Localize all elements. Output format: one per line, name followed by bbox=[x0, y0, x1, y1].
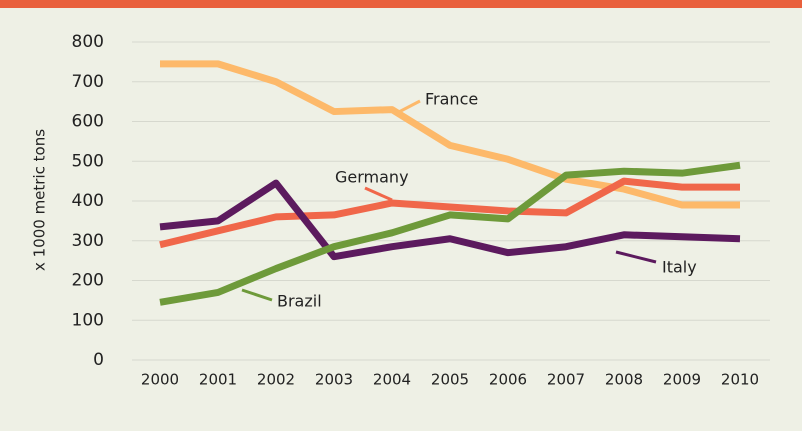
series-label: Brazil bbox=[277, 292, 322, 311]
top-bar bbox=[0, 0, 802, 8]
x-tick-label: 2010 bbox=[721, 371, 759, 389]
y-tick-label: 200 bbox=[72, 271, 104, 291]
series-label: France bbox=[425, 90, 478, 109]
y-tick-label: 400 bbox=[72, 191, 104, 211]
x-tick-label: 2003 bbox=[315, 371, 353, 389]
series-line bbox=[159, 161, 741, 306]
x-tick-label: 2004 bbox=[373, 371, 411, 389]
series-label: Germany bbox=[335, 168, 409, 187]
y-axis-label: x 1000 metric tons bbox=[31, 129, 49, 271]
x-tick-label: 2000 bbox=[141, 371, 179, 389]
series-line bbox=[159, 177, 740, 249]
series-line bbox=[160, 60, 740, 209]
y-tick-label: 100 bbox=[72, 310, 104, 330]
x-tick-label: 2007 bbox=[547, 371, 585, 389]
y-tick-label: 300 bbox=[72, 231, 104, 251]
series-label: Italy bbox=[662, 258, 697, 277]
x-tick-label: 2009 bbox=[663, 371, 701, 389]
y-tick-label: 500 bbox=[72, 151, 104, 171]
x-tick-label: 2008 bbox=[605, 371, 643, 389]
y-tick-label: 700 bbox=[72, 72, 104, 92]
x-tick-label: 2002 bbox=[257, 371, 295, 389]
y-tick-label: 800 bbox=[72, 32, 104, 52]
y-tick-label: 0 bbox=[93, 350, 104, 370]
series-line bbox=[159, 179, 741, 261]
annotation-leader bbox=[241, 288, 273, 302]
annotation-leader bbox=[394, 99, 421, 116]
x-tick-label: 2006 bbox=[489, 371, 527, 389]
x-tick-label: 2001 bbox=[199, 371, 237, 389]
y-tick-label: 600 bbox=[72, 112, 104, 132]
x-tick-label: 2005 bbox=[431, 371, 469, 389]
annotation-leader bbox=[364, 186, 393, 202]
annotation-leader bbox=[615, 250, 657, 264]
